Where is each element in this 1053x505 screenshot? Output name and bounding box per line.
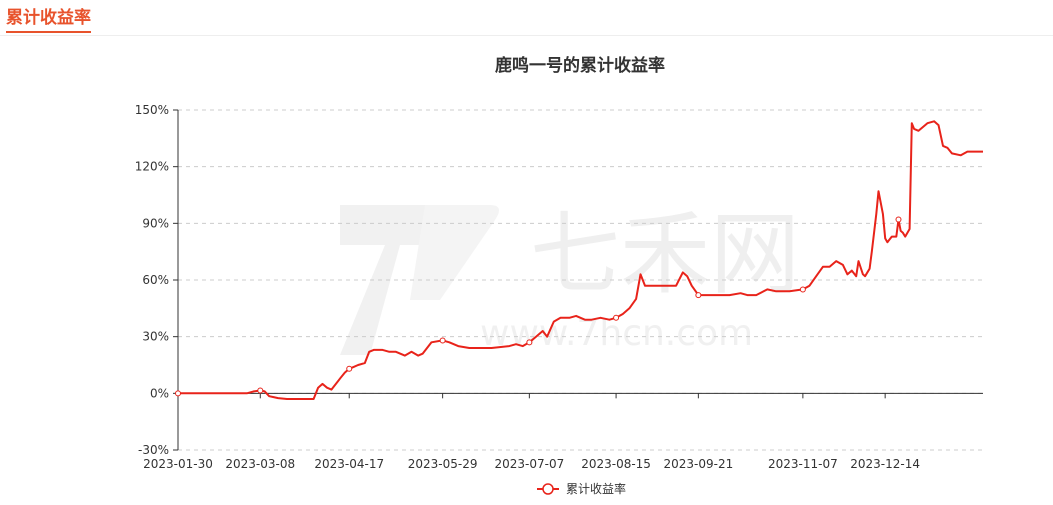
- y-tick-label: 30%: [142, 330, 169, 344]
- x-tick-label: 2023-07-07: [494, 457, 564, 471]
- legend-label: 累计收益率: [566, 481, 626, 496]
- section-title: 累计收益率: [6, 7, 91, 33]
- data-point-marker: [613, 314, 620, 321]
- x-tick-label: 2023-12-14: [850, 457, 920, 471]
- y-axis: 150% 120% 90% 60% 30% 0% -30%: [135, 103, 179, 457]
- x-tick-label: 2023-05-29: [408, 457, 478, 471]
- chart-title: 鹿鸣一号的累计收益率: [495, 55, 665, 76]
- section-header: 累计收益率: [0, 0, 1053, 36]
- x-tick-label: 2023-11-07: [768, 457, 838, 471]
- y-tick-label: 60%: [142, 273, 169, 287]
- y-tick-label: -30%: [138, 443, 169, 457]
- y-tick-label: 120%: [135, 160, 169, 174]
- x-tick-label: 2023-04-17: [314, 457, 384, 471]
- legend[interactable]: 累计收益率: [537, 481, 626, 496]
- data-point-marker: [799, 286, 806, 293]
- data-point-marker: [346, 365, 353, 372]
- y-tick-label: 0%: [150, 386, 169, 400]
- x-tick-label: 2023-08-15: [581, 457, 651, 471]
- data-point-marker: [257, 387, 264, 394]
- data-point-marker: [439, 337, 446, 344]
- y-tick-label: 90%: [142, 216, 169, 230]
- x-axis: 2023-01-30 2023-03-08 2023-04-17 2023-05-29…: [143, 392, 983, 471]
- legend-marker-icon: [542, 483, 554, 495]
- data-point-marker: [175, 390, 181, 397]
- data-point-marker: [695, 292, 702, 299]
- x-tick-label: 2023-09-21: [663, 457, 733, 471]
- data-point-marker: [526, 339, 533, 346]
- series-line: [178, 120, 983, 400]
- x-tick-label: 2023-01-30: [143, 457, 213, 471]
- data-point-marker: [895, 216, 902, 223]
- series-group: [175, 120, 983, 400]
- y-tick-label: 150%: [135, 103, 169, 117]
- x-tick-label: 2023-03-08: [225, 457, 295, 471]
